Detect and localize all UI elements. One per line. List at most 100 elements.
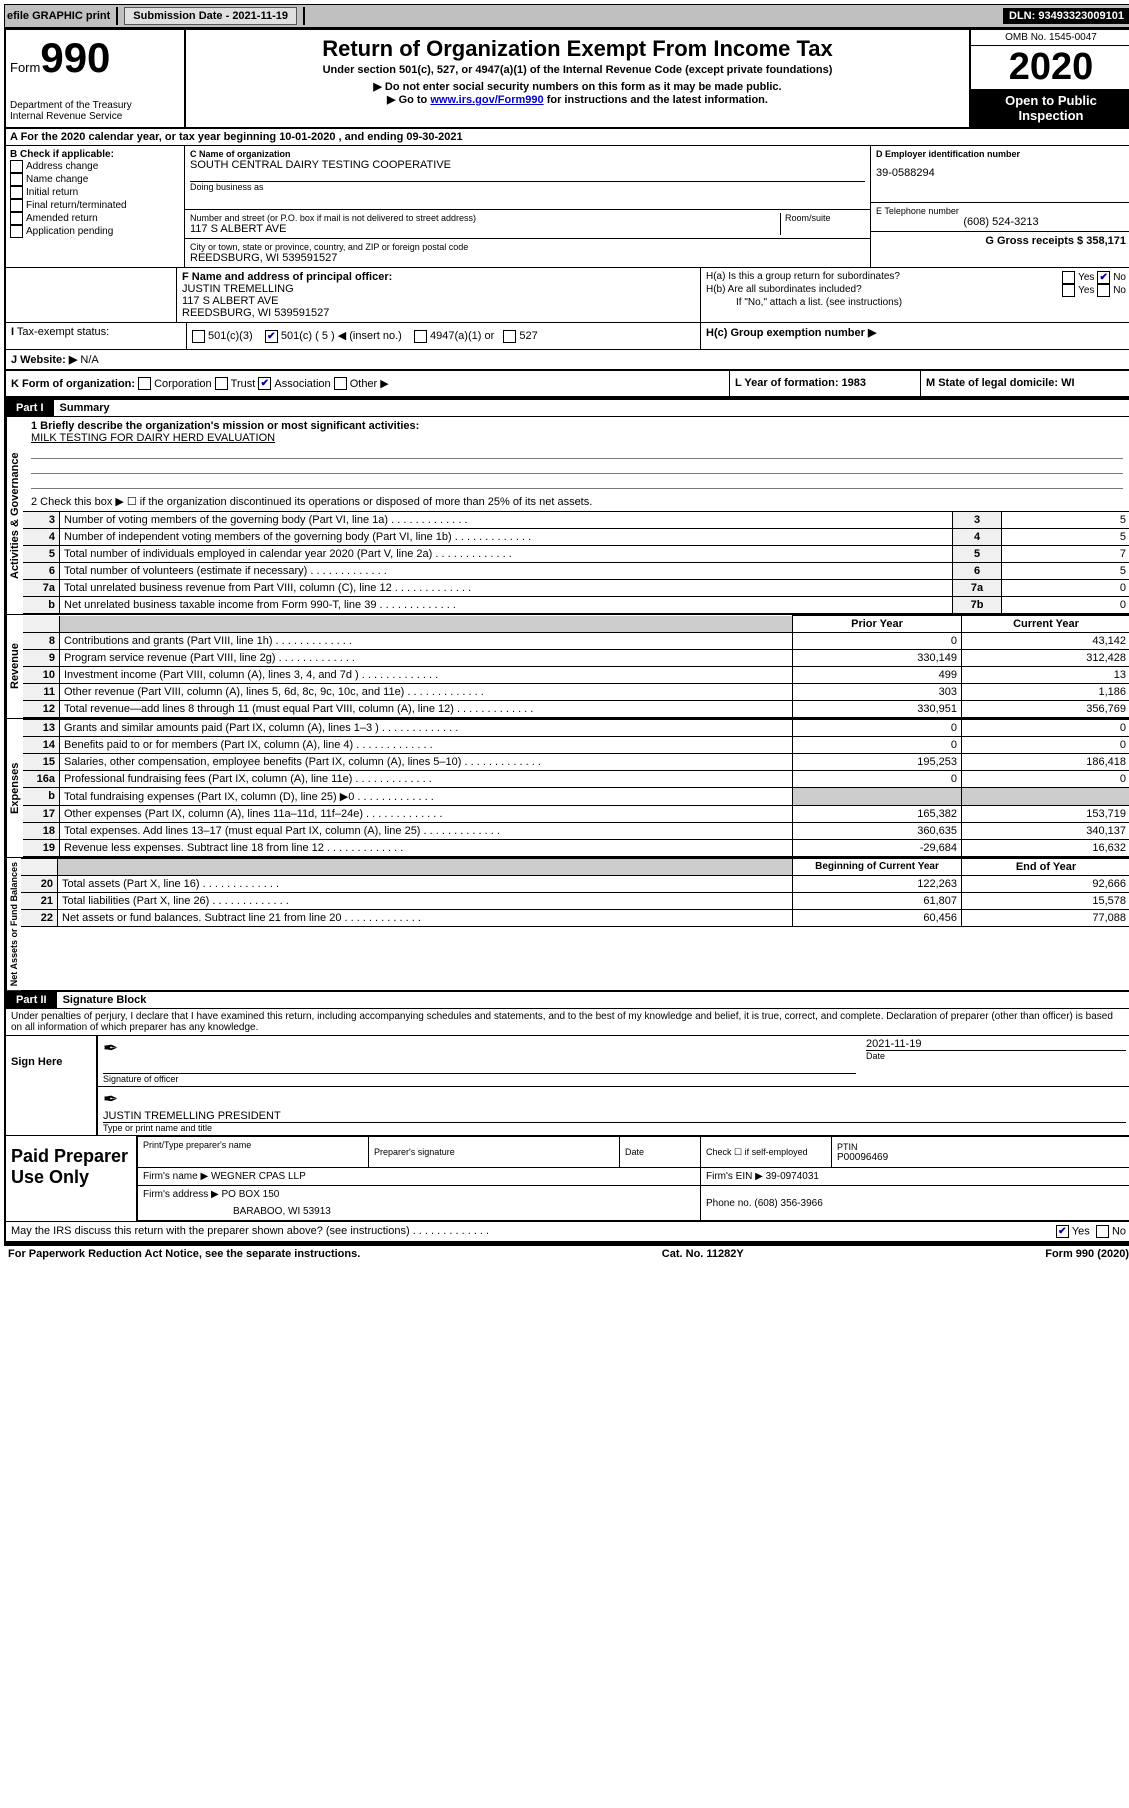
cb-assoc[interactable] bbox=[258, 377, 271, 390]
line-number: b bbox=[23, 788, 60, 806]
hb-label: H(b) Are all subordinates included? bbox=[706, 284, 862, 297]
line-number: 9 bbox=[23, 650, 60, 667]
tax-year: 2020 bbox=[971, 46, 1129, 89]
col-b-header: B Check if applicable: bbox=[10, 149, 180, 160]
net-assets-table: Beginning of Current Year End of Year 20… bbox=[21, 858, 1129, 927]
cb-501c3[interactable] bbox=[192, 330, 205, 343]
line-value: 7 bbox=[1002, 546, 1129, 563]
ptin-value: P00096469 bbox=[837, 1152, 1125, 1163]
ptin-label: PTIN bbox=[837, 1142, 1125, 1152]
footer-right: Form 990 (2020) bbox=[1045, 1248, 1129, 1260]
firm-addr1: PO BOX 150 bbox=[222, 1189, 280, 1200]
col-b-checkboxes: B Check if applicable: Address change Na… bbox=[6, 146, 185, 267]
col-c-org: C Name of organization SOUTH CENTRAL DAI… bbox=[185, 146, 871, 267]
sign-here-block: Sign Here ✒ Signature of officer 2021-11… bbox=[6, 1036, 1129, 1136]
line1-label: 1 Briefly describe the organization's mi… bbox=[31, 420, 1123, 432]
website-value: N/A bbox=[80, 354, 98, 366]
preparer-table: Print/Type preparer's name Preparer's si… bbox=[137, 1136, 1129, 1221]
line-desc: Other revenue (Part VIII, column (A), li… bbox=[60, 684, 793, 701]
prior-value: 122,263 bbox=[793, 876, 962, 893]
blank-cell bbox=[58, 859, 793, 876]
cb-other[interactable] bbox=[334, 377, 347, 390]
dept-label: Department of the Treasury bbox=[10, 100, 180, 111]
checkbox-amended[interactable] bbox=[10, 212, 23, 225]
checkbox-name-change[interactable] bbox=[10, 173, 23, 186]
blank-cell bbox=[21, 859, 58, 876]
blank-cell bbox=[23, 616, 60, 633]
firm-addr-label: Firm's address ▶ bbox=[143, 1189, 219, 1200]
lbl-initial-return: Initial return bbox=[26, 187, 78, 198]
cb-527[interactable] bbox=[503, 330, 516, 343]
officer-label: F Name and address of principal officer: bbox=[182, 271, 695, 283]
net-assets-section: Net Assets or Fund Balances Beginning of… bbox=[6, 857, 1129, 990]
checkbox-address-change[interactable] bbox=[10, 160, 23, 173]
phone-value: (608) 356-3966 bbox=[754, 1198, 822, 1209]
col-beginning: Beginning of Current Year bbox=[793, 859, 962, 876]
form-number-box: Form990 Department of the Treasury Inter… bbox=[6, 30, 186, 127]
officer-addr2: REEDSBURG, WI 539591527 bbox=[182, 307, 695, 319]
lbl-trust: Trust bbox=[231, 378, 256, 390]
line-box: 6 bbox=[953, 563, 1002, 580]
prior-value bbox=[793, 788, 962, 806]
cb-trust[interactable] bbox=[215, 377, 228, 390]
line-number: 17 bbox=[23, 806, 60, 823]
line-desc: Total expenses. Add lines 13–17 (must eq… bbox=[60, 823, 793, 840]
line-value: 0 bbox=[1002, 580, 1129, 597]
officer-addr1: 117 S ALBERT AVE bbox=[182, 295, 695, 307]
col-end: End of Year bbox=[962, 859, 1129, 876]
note-prefix: ▶ Go to bbox=[387, 94, 430, 106]
firm-ein-value: 39-0974031 bbox=[766, 1171, 819, 1182]
prior-value: 60,456 bbox=[793, 910, 962, 927]
note-suffix: for instructions and the latest informat… bbox=[544, 94, 768, 106]
hb-yes-checkbox[interactable] bbox=[1062, 284, 1075, 297]
ha-no-checkbox[interactable] bbox=[1097, 271, 1110, 284]
discuss-question: May the IRS discuss this return with the… bbox=[11, 1225, 1056, 1238]
website-label: J Website: ▶ bbox=[11, 354, 77, 366]
expenses-table: 13 Grants and similar amounts paid (Part… bbox=[23, 719, 1129, 857]
activities-governance-section: Activities & Governance 1 Briefly descri… bbox=[6, 417, 1129, 614]
current-value: 153,719 bbox=[962, 806, 1129, 823]
name-title-label: Type or print name and title bbox=[103, 1122, 1126, 1133]
discuss-yes-checkbox[interactable] bbox=[1056, 1225, 1069, 1238]
lbl-other: Other ▶ bbox=[350, 378, 389, 390]
lbl-name-change: Name change bbox=[26, 174, 88, 185]
current-value bbox=[962, 788, 1129, 806]
line-box: 7a bbox=[953, 580, 1002, 597]
line-desc: Salaries, other compensation, employee b… bbox=[60, 754, 793, 771]
current-value: 1,186 bbox=[962, 684, 1129, 701]
pen-icon: ✒ bbox=[103, 1089, 118, 1110]
cb-4947[interactable] bbox=[414, 330, 427, 343]
current-value: 43,142 bbox=[962, 633, 1129, 650]
line-desc: Total assets (Part X, line 16) bbox=[58, 876, 793, 893]
discuss-row: May the IRS discuss this return with the… bbox=[6, 1222, 1129, 1243]
lbl-final-return: Final return/terminated bbox=[26, 200, 127, 211]
lbl-4947: 4947(a)(1) or bbox=[430, 330, 494, 342]
tax-status-label: Tax-exempt status: bbox=[17, 326, 109, 338]
instructions-link[interactable]: www.irs.gov/Form990 bbox=[430, 94, 543, 106]
line-number: 12 bbox=[23, 701, 60, 718]
checkbox-final-return[interactable] bbox=[10, 199, 23, 212]
line-box: 3 bbox=[953, 512, 1002, 529]
lbl-501c: 501(c) ( 5 ) ◀ (insert no.) bbox=[281, 330, 402, 342]
ha-yes-checkbox[interactable] bbox=[1062, 271, 1075, 284]
prior-value: 330,149 bbox=[793, 650, 962, 667]
footer-mid: Cat. No. 11282Y bbox=[662, 1248, 744, 1260]
revenue-table: Prior Year Current Year 8 Contributions … bbox=[23, 615, 1129, 718]
cb-501c[interactable] bbox=[265, 330, 278, 343]
date-label: Date bbox=[866, 1050, 1126, 1061]
hb-no-lbl: No bbox=[1113, 285, 1126, 296]
room-label: Room/suite bbox=[785, 213, 865, 223]
hb-no-checkbox[interactable] bbox=[1097, 284, 1110, 297]
discuss-no-checkbox[interactable] bbox=[1096, 1225, 1109, 1238]
paid-preparer-block: Paid Preparer Use Only Print/Type prepar… bbox=[6, 1136, 1129, 1222]
footer-left: For Paperwork Reduction Act Notice, see … bbox=[8, 1248, 360, 1260]
city-label: City or town, state or province, country… bbox=[190, 242, 865, 252]
discuss-yes-lbl: Yes bbox=[1072, 1226, 1090, 1238]
line-value: 5 bbox=[1002, 563, 1129, 580]
cb-corp[interactable] bbox=[138, 377, 151, 390]
irs-label: Internal Revenue Service bbox=[10, 111, 180, 122]
submission-date-button[interactable]: Submission Date - 2021-11-19 bbox=[124, 7, 297, 25]
checkbox-pending[interactable] bbox=[10, 225, 23, 238]
checkbox-initial-return[interactable] bbox=[10, 186, 23, 199]
line-desc: Total unrelated business revenue from Pa… bbox=[60, 580, 953, 597]
